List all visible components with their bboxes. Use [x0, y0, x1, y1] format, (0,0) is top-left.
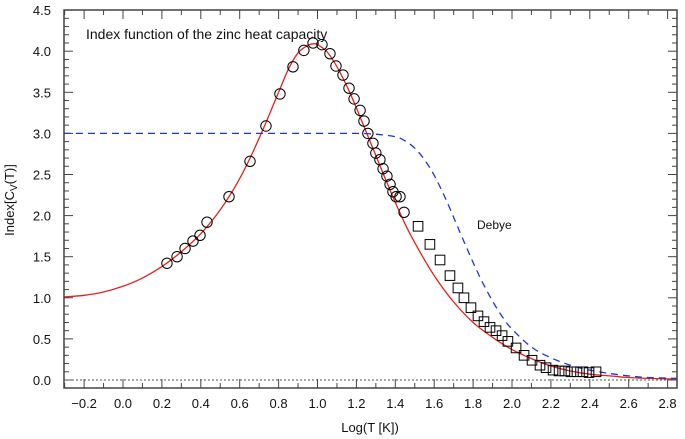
- data-point-circle: [324, 47, 336, 60]
- data-point-circle: [171, 251, 183, 263]
- plot-lines: [63, 43, 678, 381]
- x-tick-label: 2.6: [620, 396, 638, 411]
- data-point-square: [590, 366, 602, 378]
- y-axis-label-subscript: V: [9, 184, 20, 191]
- data-point-square: [412, 220, 424, 232]
- data-point-circle: [187, 235, 199, 247]
- x-tick-label: −0.2: [71, 396, 97, 411]
- y-tick-label: 1.0: [33, 291, 51, 306]
- x-axis-label: Log(T [K]): [341, 420, 399, 435]
- x-tick-labels: −0.2 0.0 0.2 0.4 0.6 0.8 1.0 1.2 1.4 1.6 1.8 2.0 2.2…: [71, 396, 676, 411]
- data-point-circle: [390, 190, 402, 203]
- y-axis-label-main: Index[C: [2, 191, 17, 236]
- x-tick-label: 0.0: [114, 396, 132, 411]
- data-point-circle: [260, 120, 272, 132]
- data-point-square: [565, 366, 577, 378]
- data-point-square: [540, 362, 552, 373]
- data-point-circle: [194, 229, 206, 242]
- x-tick-label: 1.8: [464, 396, 482, 411]
- data-point-circle: [161, 257, 173, 269]
- data-point-square: [496, 330, 508, 341]
- data-point-square: [547, 364, 559, 376]
- data-point-circle: [307, 37, 319, 49]
- x-tick-label: 2.4: [581, 396, 599, 411]
- data-point-circle: [330, 60, 342, 72]
- y-tick-label: 0.5: [33, 332, 51, 347]
- x-tick-label: 1.6: [425, 396, 443, 411]
- y-tick-label: 2.0: [33, 209, 51, 224]
- y-tick-label: 3.5: [33, 85, 51, 100]
- data-point-circle: [384, 178, 396, 191]
- data-point-square: [559, 365, 571, 377]
- data-point-circle: [394, 190, 406, 203]
- plot-frame: [63, 9, 678, 389]
- data-point-circle: [343, 82, 355, 94]
- data-point-square: [502, 336, 514, 347]
- data-point-square: [583, 367, 595, 378]
- y-tick-label: 2.5: [33, 168, 51, 183]
- x-tick-label: 0.4: [192, 396, 210, 411]
- data-point-circle: [381, 170, 393, 182]
- y-tick-label: 0.0: [33, 373, 51, 388]
- data-point-circle: [370, 147, 382, 159]
- axis-ticks: [64, 9, 677, 388]
- data-point-square: [553, 365, 565, 377]
- data-point-circle: [354, 104, 366, 117]
- y-tick-label: 3.0: [33, 126, 51, 141]
- data-point-square: [434, 254, 446, 266]
- data-point-square: [472, 310, 484, 322]
- x-tick-label: 1.0: [308, 396, 326, 411]
- x-tick-label: 1.4: [386, 396, 404, 411]
- x-tick-label: 2.8: [659, 396, 677, 411]
- data-point-square: [478, 316, 490, 327]
- data-point-circle: [398, 206, 410, 219]
- data-markers: [161, 37, 602, 378]
- data-point-square: [484, 322, 496, 333]
- data-point-square: [465, 302, 477, 313]
- data-point-circle: [358, 115, 370, 127]
- data-point-square: [424, 239, 436, 250]
- x-tick-label: 2.0: [503, 396, 521, 411]
- y-tick-label: 1.5: [33, 250, 51, 265]
- data-point-circle: [337, 69, 349, 81]
- data-point-circle: [179, 242, 191, 255]
- y-axis-label: Index[CV(T)]: [2, 164, 20, 236]
- y-axis-label-tail: (T)]: [2, 164, 17, 184]
- debye-curve: [63, 132, 678, 380]
- data-point-square: [452, 282, 464, 294]
- data-point-square: [444, 270, 456, 281]
- data-point-circle: [274, 88, 286, 100]
- data-point-circle: [377, 163, 389, 175]
- data-point-circle: [244, 155, 256, 168]
- data-point-square: [510, 342, 522, 354]
- data-point-square: [534, 359, 546, 371]
- data-point-circle: [348, 93, 360, 105]
- chart-title: Index function of the zinc heat capacity: [86, 26, 327, 42]
- data-point-circle: [223, 190, 235, 203]
- data-point-square: [577, 366, 589, 378]
- x-tick-label: 2.2: [542, 396, 560, 411]
- data-point-circle: [201, 216, 213, 228]
- y-tick-label: 4.0: [33, 44, 51, 59]
- x-tick-label: 1.2: [347, 396, 365, 411]
- x-tick-label: 0.8: [270, 396, 288, 411]
- data-point-circle: [316, 38, 328, 51]
- data-point-circle: [362, 127, 374, 140]
- y-tick-labels: 0.0 0.5 1.0 1.5 2.0 2.5 3.0 3.5 4.0 4.5: [33, 3, 51, 388]
- data-point-square: [458, 292, 470, 304]
- debye-annotation: Debye: [477, 218, 512, 232]
- data-point-circle: [287, 61, 299, 73]
- x-tick-label: 0.2: [153, 396, 171, 411]
- fit-curve: [63, 43, 678, 380]
- x-tick-label: 0.6: [231, 396, 249, 411]
- data-point-square: [571, 366, 583, 378]
- y-tick-label: 4.5: [33, 3, 51, 18]
- data-point-circle: [298, 44, 310, 57]
